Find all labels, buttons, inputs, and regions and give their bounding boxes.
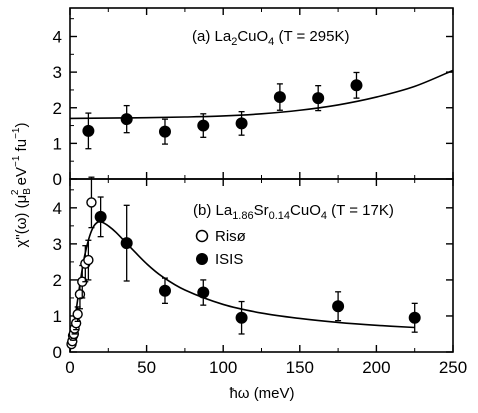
data-point-filled	[235, 111, 248, 136]
data-point-filled	[408, 302, 421, 333]
panel-a-x-ticks	[69, 8, 454, 179]
data-point-filled	[273, 83, 286, 111]
marker-open-circle	[72, 308, 83, 320]
data-point-open	[86, 176, 97, 229]
data-point-filled	[332, 291, 345, 322]
panel-b-x-ticks: 0 50 100 150 200 250	[65, 179, 467, 377]
marker-filled-circle	[158, 125, 171, 138]
x-axis-title: ħω (meV)	[229, 385, 294, 402]
data-point-filled	[158, 118, 171, 145]
marker-filled-circle	[120, 113, 133, 126]
y-tick-label: 3	[53, 235, 62, 254]
marker-filled-circle	[408, 311, 421, 324]
y-tick-label: 2	[53, 271, 62, 290]
marker-filled-circle	[235, 311, 248, 324]
legend-label-isis: ISIS	[215, 251, 243, 268]
data-point-filled	[350, 71, 363, 99]
marker-filled-circle	[350, 79, 363, 92]
data-point-filled	[158, 277, 171, 304]
x-tick-label: 0	[65, 358, 74, 377]
panel-b-title: (b) La1.86Sr0.14CuO4 (T = 17K)	[193, 202, 394, 222]
x-tick-label: 150	[286, 358, 314, 377]
data-point-filled	[197, 113, 210, 138]
y-tick-label: 4	[53, 199, 62, 218]
panel-a-fit-curve	[69, 69, 454, 120]
marker-filled-circle	[273, 91, 286, 104]
marker-filled-circle	[312, 92, 325, 105]
data-point-filled	[235, 300, 248, 335]
y-tick-label: 2	[53, 99, 62, 118]
y-axis-title: χ"(ω) (μB2 eV−1 fu−1)	[10, 123, 33, 248]
data-point-filled	[94, 196, 107, 238]
y-tick-label: 4	[53, 28, 62, 47]
y-tick-label: 3	[53, 63, 62, 82]
data-point-filled	[120, 204, 133, 282]
marker-filled-circle	[120, 237, 133, 250]
legend-filled-circle-marker	[196, 253, 208, 265]
y-tick-label: 0	[53, 343, 62, 362]
marker-filled-circle	[197, 119, 210, 132]
marker-open-circle	[83, 254, 94, 266]
marker-filled-circle	[82, 124, 95, 137]
x-tick-label: 100	[209, 358, 237, 377]
marker-open-circle	[86, 197, 97, 208]
marker-filled-circle	[332, 300, 345, 313]
legend: Risø ISIS	[195, 228, 246, 268]
y-tick-label: 1	[53, 307, 62, 326]
y-tick-label: 1	[53, 134, 62, 153]
x-tick-label: 200	[362, 358, 390, 377]
panel-b-points	[66, 176, 421, 350]
data-point-open	[83, 239, 94, 281]
x-tick-label: 250	[439, 358, 467, 377]
data-point-filled	[312, 85, 325, 112]
data-point-filled	[120, 104, 133, 134]
marker-filled-circle	[197, 286, 210, 299]
x-tick-label: 50	[137, 358, 156, 377]
data-point-filled	[82, 112, 95, 150]
panel-a-title: (a) La2CuO4 (T = 295K)	[192, 28, 349, 48]
marker-filled-circle	[235, 117, 248, 130]
legend-open-circle-marker	[195, 229, 209, 243]
marker-filled-circle	[94, 210, 107, 223]
marker-open-circle	[70, 317, 82, 329]
panel-a: 0 1 2 3 4 (a) La2CuO4 (T = 295K)	[53, 7, 454, 189]
panel-a-y-ticks: 0 1 2 3 4	[53, 18, 453, 189]
data-point-filled	[197, 279, 210, 306]
data-point-open	[77, 264, 88, 299]
legend-label-riso: Risø	[215, 228, 246, 245]
panel-a-points	[82, 71, 363, 150]
y-tick-label: 0	[53, 170, 62, 189]
panel-b: 0 1 2 3 4 0 50 100 150 200 250 (b) La1.86Sr0.14Cu…	[53, 176, 467, 377]
marker-filled-circle	[158, 284, 171, 297]
